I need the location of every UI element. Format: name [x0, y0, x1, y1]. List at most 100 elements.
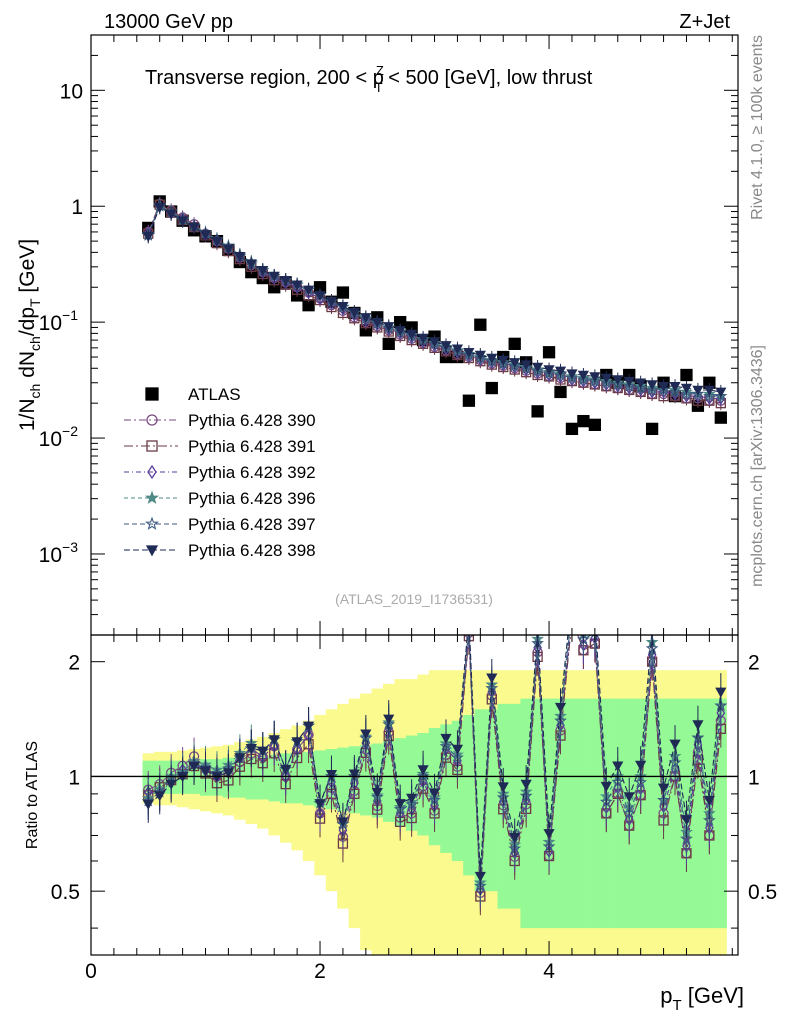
ratio-point [486, 673, 498, 684]
data-point [645, 422, 659, 436]
ratio-point [536, 635, 539, 637]
legend-label: Pythia 6.428 396 [188, 489, 316, 508]
xlabel-b: [GeV] [682, 983, 744, 1008]
ratio-point [440, 733, 452, 745]
series-line-5 [147, 205, 721, 397]
main-y-tick-label: 1 [71, 196, 83, 219]
chart-title-sub: T [375, 80, 383, 95]
data-point [462, 394, 476, 407]
ratio-point [715, 687, 727, 698]
data-point [531, 405, 544, 418]
mc-point [635, 378, 647, 389]
ylabel-b: dN [16, 351, 39, 384]
mc-point [314, 291, 326, 302]
ratio-point [497, 782, 509, 793]
ratio-point [567, 615, 576, 624]
mc-point [543, 365, 555, 376]
legend-label: ATLAS [188, 385, 241, 404]
main-y-tick-label: 10−2 [39, 423, 79, 451]
uncertainty-band-green-bin [291, 753, 304, 804]
mc-point [440, 341, 452, 352]
main-ylabel: 1/Nch dNch/dpT [GeV] [16, 239, 43, 431]
uncertainty-band-green-bin [543, 698, 556, 929]
data-point [542, 346, 556, 359]
legend-marker [145, 490, 159, 504]
data-point [508, 337, 521, 350]
uncertainty-band-green-bin [451, 720, 464, 861]
mc-point [154, 202, 166, 214]
uncertainty-band-green-bin [486, 709, 498, 892]
ratio-point [360, 729, 372, 740]
ratio-point [567, 599, 577, 608]
mc-point [623, 376, 635, 387]
ratio-point [406, 793, 418, 804]
legend: ATLAS Pythia 6.428 390 Pythia 6.428 391 Pyt… [124, 385, 316, 560]
mc-point [680, 383, 693, 394]
ratio-line-4 [147, 635, 722, 883]
uncertainty-band-green-bin [566, 698, 578, 929]
data-point [588, 418, 602, 432]
ylabel-s2: ch [27, 336, 43, 351]
uncertainty-band-green-bin [531, 698, 544, 929]
main-y-tick-label: 10 [60, 80, 83, 103]
xlabel: pT [GeV] [660, 983, 744, 1014]
ratio-point [302, 721, 315, 732]
mc-point [383, 322, 395, 333]
ratio-point [634, 775, 648, 788]
legend-marker [145, 516, 159, 530]
main-y-tick-label: 10−1 [39, 307, 79, 335]
mc-point [657, 381, 670, 393]
ratio-point [668, 755, 682, 769]
uncertainty-band-green-bin [577, 698, 590, 929]
uncertainty-band-green-bin [646, 698, 659, 929]
ratio-point [417, 765, 429, 776]
ratio-ylabel: Ratio to ATLAS [24, 741, 41, 849]
uncertainty-band-green-bin [692, 698, 704, 929]
uncertainty-band-green-bin [508, 703, 521, 909]
ratio-point [622, 806, 636, 819]
ratio-point [257, 746, 269, 757]
ratio-x-tick-label: 4 [543, 960, 555, 983]
ratio-point [702, 813, 716, 826]
uncertainty-band-green-bin [669, 698, 682, 929]
mc-point [245, 259, 257, 270]
mc-point [188, 222, 200, 233]
ratio-point [464, 618, 474, 627]
rivet-label: Rivet 4.1.0, ≥ 100k events [749, 35, 766, 220]
uncertainty-band-yellow-bin [371, 688, 384, 955]
chart-title-a: Transverse region, 200 < p [145, 67, 384, 89]
data-point [577, 414, 590, 428]
legend-label: Pythia 6.428 398 [188, 541, 316, 560]
mc-point [360, 313, 372, 324]
ratio-point [651, 635, 653, 637]
mc-point [611, 377, 625, 390]
uncertainty-band-yellow-bin [360, 693, 372, 951]
series-line-6 [147, 206, 721, 393]
mc-point [417, 333, 429, 344]
legend-marker-data [145, 387, 159, 401]
uncertainty-band-green-bin [463, 714, 475, 876]
ratio-point [199, 766, 212, 777]
mc-point [348, 307, 360, 318]
uncertainty-band-green-bin [268, 754, 281, 802]
ratio-point [154, 791, 166, 802]
data-point [474, 318, 487, 331]
uncertainty-band-green-bin [554, 698, 567, 929]
mc-point [142, 232, 154, 243]
ratio-y-tick-label-right: 2 [748, 652, 760, 675]
ratio-point [394, 799, 406, 810]
mc-point [622, 379, 636, 392]
ratio-y-tick-label-left: 0.5 [51, 881, 80, 904]
ratio-point [188, 761, 200, 772]
ratio-point [383, 714, 395, 725]
mc-point [509, 358, 521, 369]
ylabel-s1: ch [27, 384, 43, 399]
ratio-point [464, 613, 473, 621]
legend-label: Pythia 6.428 397 [188, 515, 316, 534]
mc-point [371, 317, 383, 328]
mc-point [177, 216, 189, 227]
uncertainty-band-green-bin [337, 747, 349, 812]
mc-point [165, 209, 177, 220]
ratio-point [692, 720, 704, 731]
